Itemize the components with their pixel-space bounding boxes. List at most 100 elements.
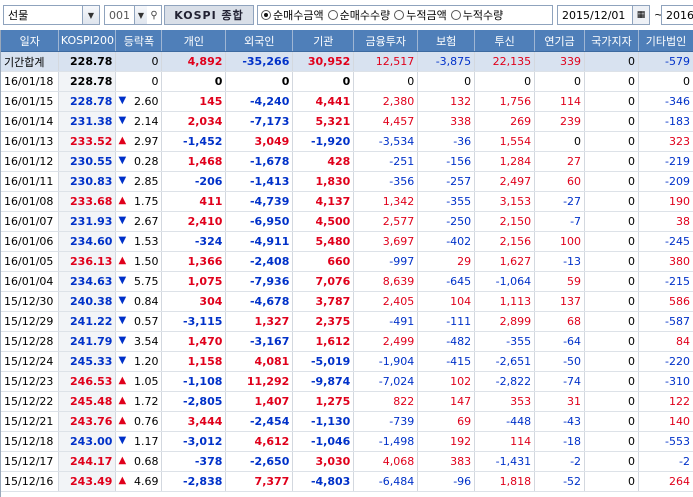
date-from-field[interactable]: 2015/12/01 ▦	[557, 5, 650, 25]
cell-insurance: -482	[417, 331, 476, 352]
table-row[interactable]: 15/12/23 246.53 ▲ 1.05 -1,108 11,292 -9,874 -7,…	[1, 371, 693, 392]
cell-institution: 1,612	[292, 331, 355, 352]
cell-individual: 1,468	[161, 151, 227, 172]
radio-unselected-icon[interactable]	[394, 10, 405, 20]
table-row[interactable]: 16/01/06 234.60 ▼ 1.53 -324 -4,911 5,480 3,697-…	[1, 231, 693, 252]
table-row[interactable]: 15/12/22 245.48 ▲ 1.72 -2,805 1,407 1,275 822 14…	[1, 391, 693, 412]
cell-date: 15/12/16	[1, 471, 60, 492]
cell-investment-trust: 1,113	[474, 291, 536, 312]
triangle-down-icon: ▼	[118, 175, 127, 186]
summary-row[interactable]: 기간합계 228.78 0 4,892 -35,266 30,952 12,517 -3,87…	[1, 51, 693, 72]
table-row[interactable]: 16/01/13 233.52 ▲ 2.97 -1,452 3,049 -1,920 -3,5…	[1, 131, 693, 152]
date-from-value[interactable]: 2015/12/01	[562, 8, 626, 22]
table-row[interactable]: 15/12/16 243.49 ▲ 4.69 -2,838 7,377 -4,803 -6,4…	[1, 471, 693, 492]
table-row[interactable]: 16/01/11 230.83 ▼ 2.85 -206 -1,413 1,830 -356 -2…	[1, 171, 693, 192]
table-row[interactable]: 16/01/14 231.38 ▼ 2.14 2,034 -7,173 5,321 4,457…	[1, 111, 693, 132]
table-row[interactable]: 15/12/17 244.17 ▲ 0.68 -378 -2,650 3,030 4,068 3…	[1, 451, 693, 472]
cell-change: ▼ 2.60	[115, 91, 163, 112]
cell-institution: 0	[292, 71, 355, 92]
column-header-foreign[interactable]: 외국인	[225, 30, 294, 52]
radio-cumulative-amount[interactable]: 누적금액	[394, 7, 447, 23]
search-icon[interactable]: ⚲	[150, 9, 158, 21]
cell-pension: -2	[534, 451, 586, 472]
cell-individual: 4,892	[161, 51, 227, 72]
cell-government: 0	[584, 311, 639, 332]
cell-government: 0	[584, 251, 639, 272]
cell-financial-investment: 2,577	[353, 211, 419, 232]
table-row[interactable]: 15/12/29 241.22 ▼ 0.57 -3,115 1,327 2,375 -491-…	[1, 311, 693, 332]
cell-date: 16/01/07	[1, 211, 60, 232]
cell-financial-investment: -491	[353, 311, 419, 332]
column-header-government[interactable]: 국가지자	[584, 30, 639, 52]
table-row[interactable]: 16/01/05 236.13 ▲ 1.50 1,366 -2,408 660 -997 29 1…	[1, 251, 693, 272]
radio-selected-icon[interactable]	[261, 10, 271, 20]
change-wrapper: ▲ 4.69	[118, 475, 158, 488]
radio-net-amount[interactable]: 순매수금액	[261, 7, 324, 23]
triangle-up-icon: ▲	[118, 395, 127, 406]
cell-other-corp: 380	[638, 251, 693, 272]
column-header-change[interactable]: 등락폭	[115, 30, 163, 52]
cell-pension: 60	[534, 171, 586, 192]
change-value: 1.53	[133, 235, 159, 248]
column-header-institution[interactable]: 기관	[292, 30, 355, 52]
market-select[interactable]: 선물 ▼	[3, 5, 100, 25]
cell-insurance: 0	[417, 71, 476, 92]
cell-kospi200: 244.17	[58, 451, 117, 472]
triangle-up-icon: ▲	[118, 195, 127, 206]
cell-investment-trust: 269	[474, 111, 536, 132]
cell-individual: 145	[161, 91, 227, 112]
cell-government: 0	[584, 111, 639, 132]
radio-net-quantity[interactable]: 순매수수량	[327, 7, 390, 23]
date-to-field[interactable]: 2016/	[661, 5, 693, 25]
chevron-down-icon[interactable]: ▼	[82, 6, 99, 24]
radio-unselected-icon[interactable]	[327, 10, 338, 20]
cell-government: 0	[584, 51, 639, 72]
cell-kospi200: 236.13	[58, 251, 117, 272]
column-header-individual[interactable]: 개인	[161, 30, 227, 52]
investor-trend-grid[interactable]: 일자 KOSPI200 등락폭 개인 외국인 기관 금융투자 보험 투신 연기금…	[0, 30, 693, 497]
cell-foreign: 0	[225, 71, 294, 92]
code-input-value[interactable]: 001	[109, 8, 130, 22]
table-row[interactable]: 16/01/15 228.78 ▼ 2.60 145 -4,240 4,441 2,380 13…	[1, 91, 693, 112]
column-header-other-corp[interactable]: 기타법인	[638, 30, 693, 52]
table-row[interactable]: 15/12/28 241.79 ▼ 3.54 1,470 -3,167 1,612 2,499…	[1, 331, 693, 352]
column-header-date[interactable]: 일자	[1, 30, 60, 52]
chevron-down-icon[interactable]: ▼	[134, 6, 147, 24]
radio-cumulative-quantity[interactable]: 누적수량	[450, 7, 503, 23]
code-input[interactable]: 001 ▼ ⚲	[104, 5, 162, 25]
cell-insurance: -111	[417, 311, 476, 332]
cell-date: 16/01/05	[1, 251, 60, 272]
table-row[interactable]: 16/01/07 231.93 ▼ 2.67 2,410 -6,950 4,500 2,577…	[1, 211, 693, 232]
cell-date: 15/12/18	[1, 431, 60, 452]
table-row[interactable]: 16/01/18 228.78 0 0 0 0 0 0 0 0 0 0	[1, 71, 693, 92]
date-to-value[interactable]: 2016/	[666, 8, 693, 22]
column-header-kospi200[interactable]: KOSPI200	[58, 30, 117, 52]
cell-financial-investment: 8,639	[353, 271, 419, 292]
cell-investment-trust: 2,156	[474, 231, 536, 252]
change-wrapper: ▲ 1.05	[118, 375, 158, 388]
cell-investment-trust: 22,135	[474, 51, 536, 72]
table-row[interactable]: 15/12/30 240.38 ▼ 0.84 304 -4,678 3,787 2,405 10…	[1, 291, 693, 312]
change-wrapper: ▼ 1.53	[118, 235, 158, 248]
column-header-insurance[interactable]: 보험	[417, 30, 476, 52]
cell-other-corp: -310	[638, 371, 693, 392]
calendar-icon[interactable]: ▦	[632, 6, 649, 24]
cell-financial-investment: -6,484	[353, 471, 419, 492]
change-wrapper: ▲ 1.72	[118, 395, 158, 408]
radio-unselected-icon[interactable]	[450, 10, 461, 20]
column-header-investment-trust[interactable]: 투신	[474, 30, 536, 52]
table-row[interactable]: 15/12/24 245.33 ▼ 1.20 1,158 4,081 -5,019 -1,90…	[1, 351, 693, 372]
change-value: 5.75	[133, 275, 159, 288]
cell-change: ▲ 4.69	[115, 471, 163, 492]
table-row[interactable]: 16/01/12 230.55 ▼ 0.28 1,468 -1,678 428 -251 -15…	[1, 151, 693, 172]
column-header-pension[interactable]: 연기금	[534, 30, 586, 52]
column-header-financial-investment[interactable]: 금융투자	[353, 30, 419, 52]
cell-foreign: -4,678	[225, 291, 294, 312]
table-row[interactable]: 16/01/04 234.63 ▼ 5.75 1,075 -7,936 7,076 8,639…	[1, 271, 693, 292]
cell-institution: -1,130	[292, 411, 355, 432]
table-row[interactable]: 15/12/18 243.00 ▼ 1.17 -3,012 4,612 -1,046 -1,4…	[1, 431, 693, 452]
table-row[interactable]: 15/12/21 243.76 ▲ 0.76 3,444 -2,454 -1,130 -739…	[1, 411, 693, 432]
table-row[interactable]: 16/01/08 233.68 ▲ 1.75 411 -4,739 4,137 1,342 -3…	[1, 191, 693, 212]
cell-other-corp: -245	[638, 231, 693, 252]
cell-foreign: -6,950	[225, 211, 294, 232]
